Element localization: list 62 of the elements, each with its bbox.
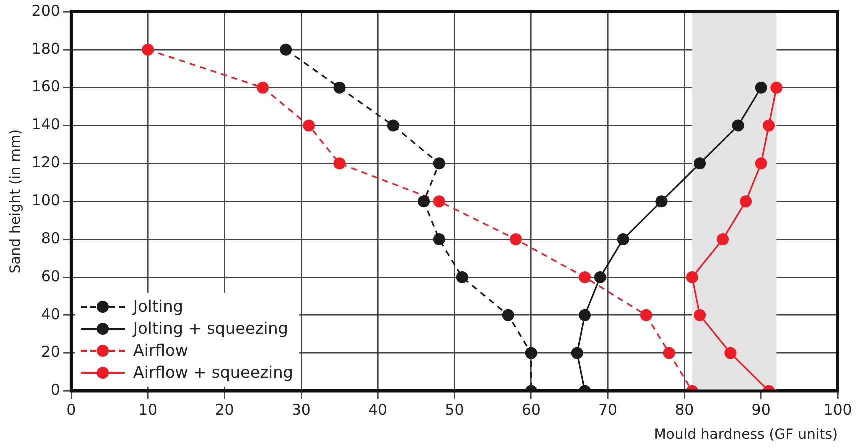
y-tick-label: 40 xyxy=(41,305,60,324)
point xyxy=(755,82,768,94)
point xyxy=(418,196,430,208)
point xyxy=(763,120,776,132)
point xyxy=(334,82,346,94)
y-tick-label: 0 xyxy=(50,381,60,400)
point xyxy=(525,347,538,360)
point xyxy=(334,158,346,170)
x-tick-label: 90 xyxy=(752,401,771,420)
point xyxy=(579,271,592,284)
y-tick-label: 100 xyxy=(32,191,60,210)
point xyxy=(686,271,698,284)
point xyxy=(433,234,446,246)
point xyxy=(732,120,744,132)
y-tick-label: 200 xyxy=(32,2,60,20)
x-tick-label: 50 xyxy=(445,401,464,420)
y-tick-label: 160 xyxy=(32,78,60,96)
point xyxy=(717,234,730,246)
x-tick-label: 80 xyxy=(675,401,694,420)
point xyxy=(640,309,652,322)
point xyxy=(656,196,668,208)
y-tick-label: 20 xyxy=(41,343,60,362)
x-tick-label: 70 xyxy=(598,401,618,420)
point xyxy=(724,347,737,360)
legend-label: Airflow + squeezing xyxy=(133,362,294,384)
point xyxy=(594,271,606,284)
x-tick-label: 60 xyxy=(522,401,541,420)
point xyxy=(770,82,783,94)
point xyxy=(142,44,154,56)
x-tick-label: 10 xyxy=(138,401,158,420)
point xyxy=(456,271,468,284)
point xyxy=(433,158,446,170)
x-tick-label: 0 xyxy=(66,401,76,420)
x-tick-label: 20 xyxy=(215,401,234,420)
point xyxy=(694,158,706,170)
y-tick-label: 140 xyxy=(32,116,60,134)
point xyxy=(579,309,592,322)
x-tick-label: 30 xyxy=(292,401,311,420)
point xyxy=(280,44,292,56)
legend-label: Airflow xyxy=(133,340,188,362)
x-axis-title: Mould hardness (GF units) xyxy=(654,427,838,444)
y-tick-label: 80 xyxy=(41,229,60,248)
y-tick-label: 60 xyxy=(41,267,60,286)
point xyxy=(510,234,522,246)
y-tick-label: 180 xyxy=(32,40,60,58)
point xyxy=(740,196,752,208)
x-tick-label: 40 xyxy=(368,401,388,420)
point xyxy=(755,158,768,170)
point xyxy=(694,309,706,322)
point xyxy=(663,347,676,360)
legend-label: Jolting + squeezing xyxy=(133,318,288,340)
point xyxy=(387,120,400,132)
x-tick-label: 100 xyxy=(824,401,852,420)
point xyxy=(433,196,446,208)
legend-label: Jolting xyxy=(133,296,184,318)
point xyxy=(617,234,630,246)
y-axis-title: Sand height (in mm) xyxy=(8,130,24,274)
point xyxy=(571,347,584,360)
point xyxy=(257,82,270,94)
y-tick-label: 120 xyxy=(32,154,60,172)
point xyxy=(303,120,316,132)
point xyxy=(502,309,514,322)
